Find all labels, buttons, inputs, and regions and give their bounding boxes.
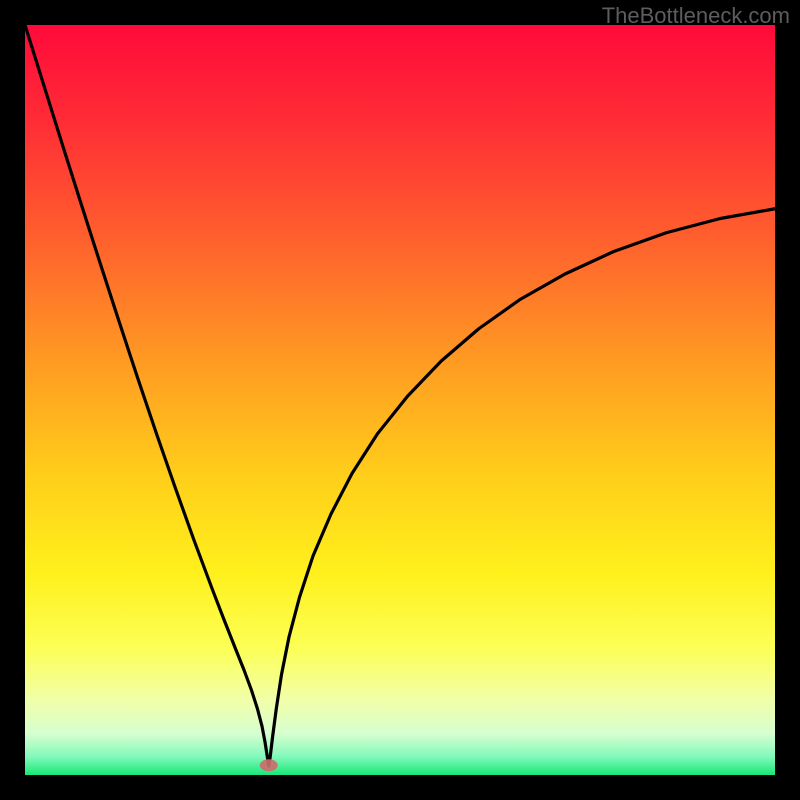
bottleneck-chart	[0, 0, 800, 800]
chart-container: TheBottleneck.com	[0, 0, 800, 800]
optimum-marker	[260, 759, 278, 771]
watermark-text: TheBottleneck.com	[602, 3, 790, 29]
plot-background	[25, 25, 775, 775]
